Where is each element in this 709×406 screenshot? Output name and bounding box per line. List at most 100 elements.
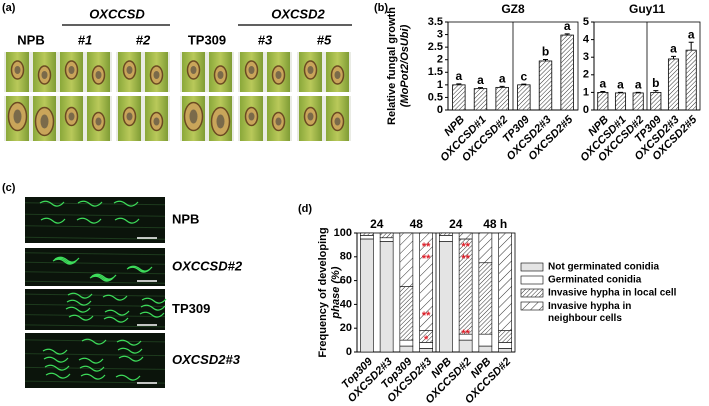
- y-axis-label: Frequency of developing: [317, 227, 329, 357]
- y-tick-label: 60: [340, 275, 352, 287]
- bar-hatch: [474, 88, 487, 110]
- lesion-core: [153, 117, 160, 126]
- bar-segment: [360, 235, 374, 240]
- segment-hatch: [419, 330, 433, 343]
- error-bar: [478, 87, 483, 89]
- lesion-core: [189, 109, 198, 124]
- panel-label: (c): [2, 182, 16, 194]
- lesion-core: [153, 71, 160, 79]
- segment-hatch: [459, 238, 473, 335]
- significance-letter: a: [617, 78, 624, 92]
- image-label: TP309: [172, 301, 210, 316]
- segment-hatch: [478, 262, 492, 335]
- segment-hatch: [478, 233, 492, 263]
- significance-letter: a: [564, 19, 571, 33]
- cell-wall: [24, 252, 166, 256]
- significance-letter: a: [477, 73, 484, 87]
- legend-label: Invasive hypha in local cell: [548, 288, 677, 299]
- y-tick-label: 20: [340, 322, 352, 334]
- y-tick-label: 0: [583, 104, 589, 116]
- lesion-core: [40, 114, 49, 129]
- significance-letter: a: [635, 78, 642, 92]
- cell-wall: [24, 339, 166, 343]
- hypha: [65, 292, 167, 323]
- y-axis-label-sub: phase (%): [330, 266, 342, 319]
- image-label: OXCSD2#3: [172, 352, 241, 367]
- y-tick-label: 3.5: [428, 16, 443, 28]
- lesion-core: [41, 71, 48, 79]
- bar-segment: [478, 345, 493, 353]
- y-tick-label: 2.5: [428, 41, 443, 53]
- legend-label: Invasive hypha in neighbour cells: [548, 301, 634, 324]
- y-axis-label: Relative fungal growth: [386, 7, 398, 125]
- time-label: 24: [449, 217, 463, 231]
- error-bar: [653, 90, 659, 93]
- segment-hatch: [399, 286, 413, 341]
- bar-segment: [439, 235, 453, 242]
- bar-segment: [458, 339, 473, 353]
- bar-hatch: [650, 92, 661, 110]
- bar-segment: [498, 348, 512, 353]
- lesion-core: [216, 114, 225, 129]
- error-bar: [600, 91, 606, 93]
- cell-wall: [24, 271, 166, 275]
- cell-wall: [24, 314, 166, 318]
- cell-wall: [24, 353, 166, 357]
- y-tick-label: 4: [583, 34, 590, 46]
- lesion-core: [307, 66, 314, 74]
- segment-hatch: [498, 330, 512, 343]
- y-tick-label: 2: [583, 69, 589, 81]
- significance-star: **: [461, 241, 470, 253]
- segment-hatch: [380, 233, 394, 238]
- error-bar: [671, 55, 676, 59]
- y-tick-label: 0.5: [428, 91, 443, 103]
- lesion-core: [248, 112, 255, 121]
- segment-hatch: [459, 233, 473, 239]
- significance-letter: a: [499, 72, 506, 86]
- segment-hatch: [439, 233, 453, 236]
- column-label: #5: [317, 32, 332, 47]
- y-axis-label-sub: (MoPot2/OsUbi): [399, 24, 411, 107]
- error-bar: [618, 91, 623, 93]
- column-label: #3: [258, 32, 273, 47]
- panel-c: NPB OXCCSD#2 TP309 OXCSD2#3: [24, 197, 243, 388]
- cell-wall: [24, 261, 166, 265]
- column-label: TP309: [188, 32, 226, 47]
- panel-label: (a): [2, 2, 16, 14]
- bar-segment: [478, 333, 493, 347]
- cell-wall: [24, 236, 166, 240]
- significance-star: **: [461, 328, 470, 340]
- cell-wall: [24, 324, 166, 328]
- cell-wall: [24, 213, 166, 217]
- significance-star: *: [424, 334, 429, 346]
- y-tick-label: 3: [437, 28, 443, 40]
- bar-hatch: [597, 92, 608, 110]
- chart-title: Guy11: [629, 2, 665, 16]
- significance-star: **: [422, 241, 431, 253]
- time-label: 48 h: [483, 217, 507, 231]
- segment-hatch: [419, 233, 433, 331]
- hypha: [39, 200, 140, 224]
- lesion-core: [334, 117, 341, 126]
- bar-segment: [360, 238, 374, 353]
- y-tick-label: 80: [340, 251, 352, 263]
- significance-letter: c: [520, 69, 527, 83]
- hypha: [52, 256, 153, 282]
- lesion-core: [68, 112, 75, 121]
- legend-swatch: [520, 262, 544, 272]
- significance-letter: b: [542, 45, 549, 59]
- image-label: NPB: [172, 211, 199, 226]
- significance-letter: a: [455, 69, 462, 83]
- y-tick-label: 5: [583, 16, 589, 28]
- y-tick-label: 100: [334, 227, 352, 239]
- y-tick-label: 1.5: [428, 66, 443, 78]
- lesion-core: [126, 66, 133, 74]
- y-tick-label: 0: [346, 346, 352, 358]
- bar-segment: [498, 342, 512, 349]
- significance-star: **: [461, 253, 470, 265]
- time-label: 24: [370, 217, 384, 231]
- cell-wall: [24, 366, 166, 370]
- lesion-core: [334, 71, 341, 79]
- bar-hatch: [539, 60, 552, 110]
